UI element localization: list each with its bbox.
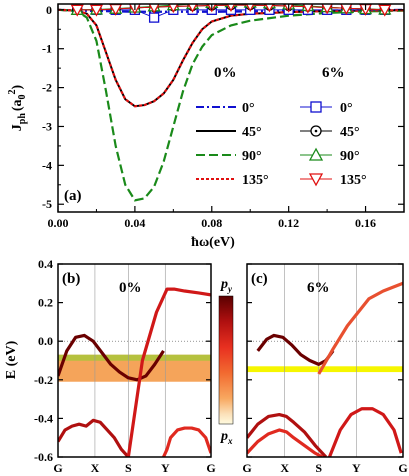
- y-tick-label: -1: [42, 42, 52, 56]
- legend-label: 135°: [242, 173, 269, 188]
- y-tick-label: 0: [46, 3, 52, 17]
- panel-c-label: (c): [251, 271, 268, 287]
- panel-c-bands: [247, 264, 403, 457]
- kpoint-label: Y: [161, 461, 170, 475]
- y-tick-label: 0.0: [38, 334, 53, 348]
- panel-a-xlabel: ħω(eV): [191, 235, 235, 250]
- y-tick-label: -2: [42, 81, 52, 95]
- band-valence-2: [247, 412, 328, 457]
- panel-b-frame: [57, 263, 212, 458]
- panel-c-frame: [246, 263, 404, 458]
- kpoint-label: X: [280, 461, 289, 475]
- data-point: [302, 4, 314, 14]
- panel-a-ylabel: Jph(a02): [7, 84, 28, 131]
- y-tick-label: -0.4: [34, 411, 53, 425]
- legend-label-6pct: 45°: [340, 125, 360, 140]
- x-tick-label: 0.12: [278, 216, 299, 230]
- data-point: [378, 4, 392, 17]
- kpoint-label: G: [53, 461, 62, 475]
- colorbar-bottom-label: px: [220, 429, 233, 446]
- kpoint-label: S: [125, 461, 132, 475]
- legend-label: 45°: [242, 125, 262, 140]
- band-valence-3: [247, 428, 324, 457]
- colorbar-gradient: [218, 295, 234, 425]
- x-tick-label: 0.00: [48, 216, 69, 230]
- x-tick-label: 0.04: [124, 216, 145, 230]
- y-tick-label: -5: [42, 197, 52, 211]
- x-tick-label: 0.08: [201, 216, 222, 230]
- colorbar: py px: [218, 277, 234, 446]
- x-tick-label: 0.16: [355, 216, 376, 230]
- data-point: [168, 4, 179, 14]
- panel-c: G X S Y G (c) 6%: [242, 263, 408, 475]
- kpoint-label: X: [91, 461, 100, 475]
- kpoint-label: S: [315, 461, 322, 475]
- data-point: [148, 12, 160, 23]
- panel-c-gap-band: [247, 366, 403, 373]
- legend-label-6pct: 90°: [340, 149, 360, 164]
- panel-a: 0.00 0.04 0.08 0.12 0.16 0 -1 -2 -3 -4 -5 (a) Jph(…: [7, 3, 405, 250]
- series-line-135deg: [58, 8, 404, 108]
- panel-b-title: 0%: [119, 280, 142, 296]
- panel-a-frame: [57, 3, 405, 213]
- legend-label: 0°: [242, 101, 255, 116]
- panel-b-ylabel: E (eV): [4, 340, 19, 379]
- data-point: [340, 4, 353, 16]
- panel-b-gap-edge: [58, 354, 211, 361]
- band-conduction-1: [126, 287, 211, 457]
- legend-header-6pct: 6%: [322, 65, 345, 81]
- legend-marker-triangle-down: [308, 173, 324, 187]
- data-point: [226, 4, 236, 13]
- kpoint-label: Y: [352, 461, 361, 475]
- legend-marker-square: [310, 101, 322, 113]
- colorbar-top-label: py: [220, 277, 233, 294]
- y-tick-label: 0.2: [38, 296, 53, 310]
- y-tick-label: -3: [42, 119, 52, 133]
- legend-marker-triangle-up: [308, 147, 324, 161]
- legend-label-6pct: 135°: [340, 173, 367, 188]
- panel-b: G X S Y G 0.4 0.2 0.0 -0.2 -0.4 -0.6 (b) 0% E (eV): [4, 257, 216, 475]
- y-tick-label: -4: [42, 158, 52, 172]
- data-point: [148, 4, 160, 14]
- legend-label: 90°: [242, 149, 262, 164]
- series-line-90deg: [58, 8, 404, 202]
- y-tick-label: 0.4: [38, 257, 53, 271]
- y-tick-label: -0.2: [34, 373, 53, 387]
- kpoint-label: G: [242, 461, 251, 475]
- panel-a-ticks: 0.00 0.04 0.08 0.12 0.16 0 -1 -2 -3 -4 -5: [42, 3, 404, 230]
- panel-a-legend: 0% 6% 0° 0° 45° 45° 90° 90° 135° 135°: [196, 65, 367, 188]
- data-point: [89, 4, 104, 17]
- band-valence-2: [58, 418, 130, 457]
- panel-c-title: 6%: [307, 280, 330, 296]
- panel-b-ticks: G X S Y G 0.4 0.2 0.0 -0.2 -0.4 -0.6: [34, 257, 216, 475]
- band-valence-1: [256, 333, 335, 366]
- band-valence-4: [327, 407, 403, 457]
- data-point: [321, 4, 333, 15]
- panel-a-label: (a): [64, 188, 82, 204]
- band-valence-1: [58, 333, 165, 382]
- svg-text:Jph(a02): Jph(a02): [7, 84, 28, 131]
- data-point: [264, 4, 275, 13]
- data-point: [70, 4, 84, 17]
- data-point: [187, 4, 198, 13]
- panel-b-bands: [58, 264, 211, 457]
- y-tick-label: -0.6: [34, 450, 53, 464]
- kpoint-label: G: [398, 461, 407, 475]
- data-point: [245, 4, 255, 13]
- kpoint-label: G: [206, 461, 215, 475]
- panel-b-label: (b): [62, 271, 80, 287]
- legend-marker-dot: [314, 129, 318, 133]
- band-conduction-1: [317, 281, 403, 375]
- band-valence-3: [162, 426, 211, 457]
- legend-label-6pct: 0°: [340, 101, 353, 116]
- legend-header-0pct: 0%: [214, 65, 237, 81]
